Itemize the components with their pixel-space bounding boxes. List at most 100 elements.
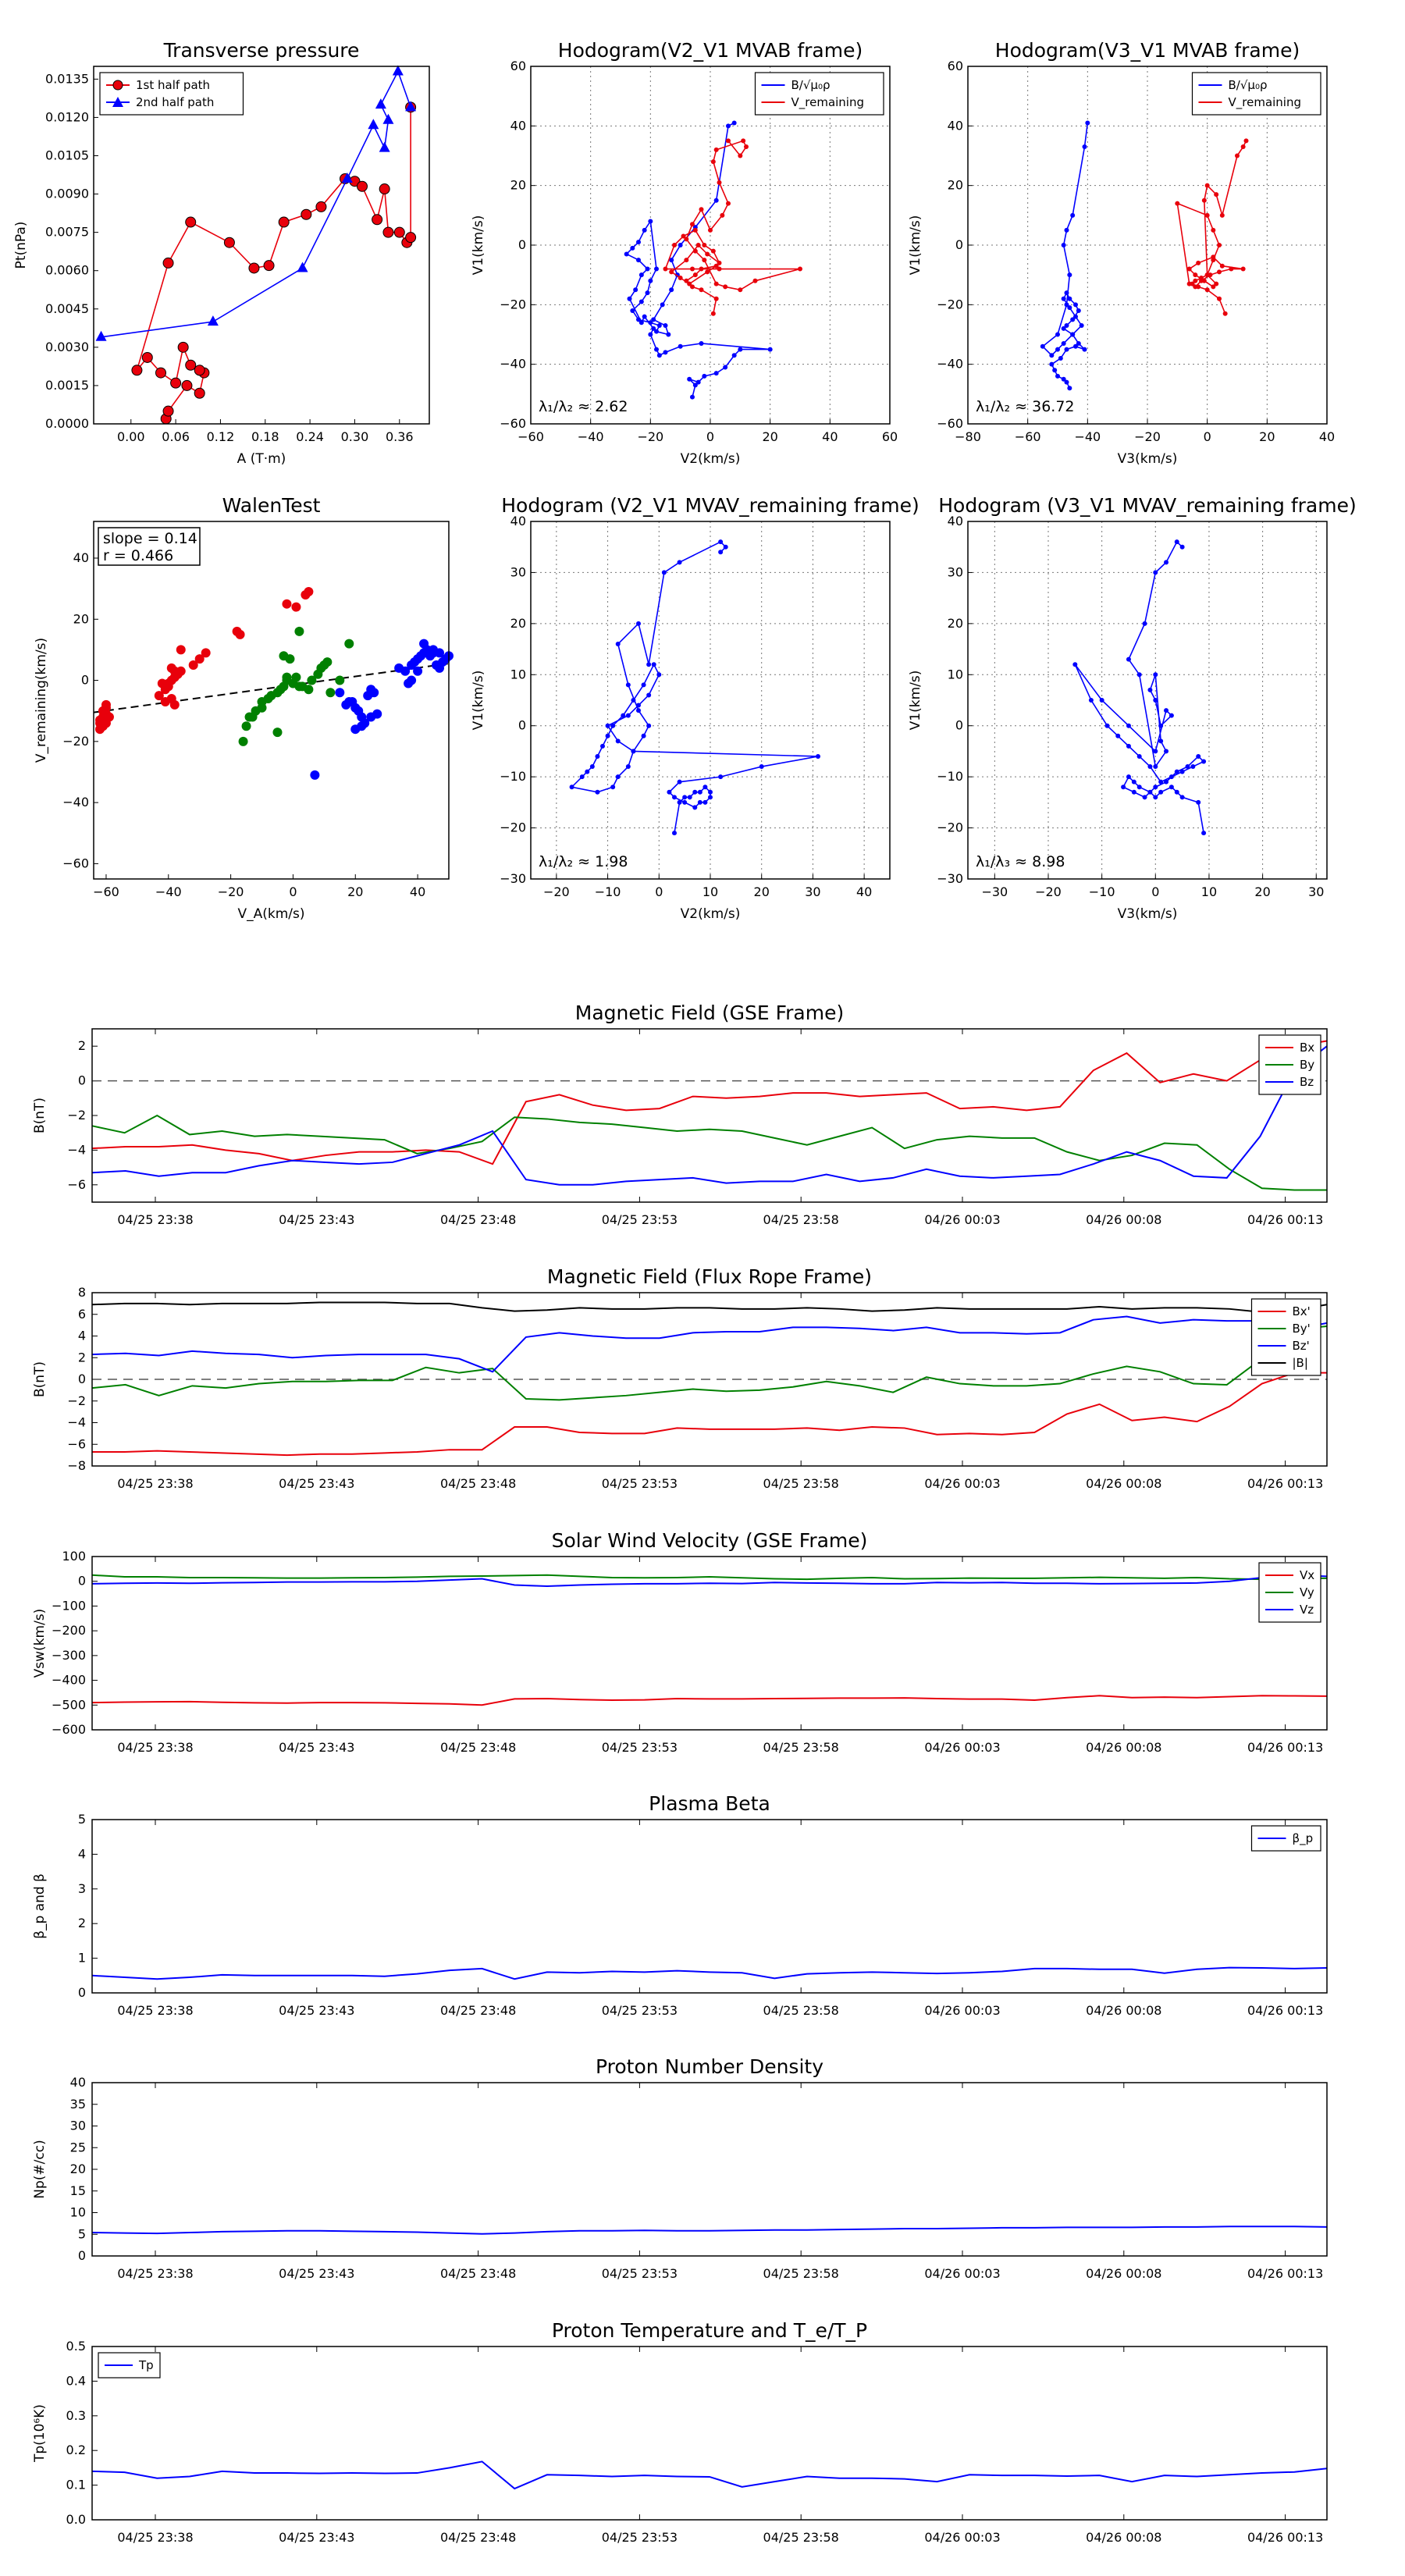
- y-tick-label: −40: [62, 795, 89, 809]
- data-point: [1219, 263, 1225, 269]
- data-point: [1088, 698, 1094, 703]
- data-point: [291, 672, 301, 682]
- y-tick-label: 0.0: [66, 2512, 86, 2527]
- data-point: [651, 317, 656, 322]
- data-point: [382, 113, 394, 124]
- x-tick-label: 04/25 23:58: [763, 1740, 839, 1755]
- y-tick-label: 0: [518, 718, 526, 733]
- data-point: [278, 216, 290, 228]
- data-point: [297, 262, 308, 272]
- y-tick-label: 0.0000: [45, 416, 89, 431]
- y-tick-label: −40: [937, 357, 963, 372]
- series-line-Bz: [91, 1045, 1328, 1186]
- data-point: [585, 769, 590, 774]
- data-point: [241, 721, 251, 731]
- y-tick-label: 60: [948, 59, 963, 73]
- data-point: [718, 539, 724, 545]
- x-tick-label: −20: [543, 884, 570, 899]
- chart-magnetic-field-flux-rope: 04/25 23:38 04/25 23:43 04/25 23:48 04/25 2…: [32, 1265, 1328, 1491]
- data-point: [301, 208, 312, 220]
- data-point: [1104, 723, 1110, 728]
- data-point: [595, 789, 600, 795]
- data-point: [638, 299, 644, 304]
- x-tick-label: 04/25 23:43: [279, 2003, 354, 2018]
- x-tick-label: 04/25 23:48: [440, 2530, 516, 2545]
- x-tick-label: 04/26 00:03: [924, 2266, 1000, 2281]
- data-point: [744, 144, 749, 150]
- data-point: [1204, 287, 1210, 293]
- data-point: [718, 550, 724, 555]
- data-point: [723, 365, 728, 370]
- y-tick-label: 4: [78, 1329, 86, 1343]
- x-axis-label: A (T·m): [237, 451, 286, 467]
- data-point: [170, 377, 182, 389]
- data-point: [666, 332, 671, 337]
- legend-label: By: [1300, 1058, 1314, 1072]
- data-point: [661, 570, 667, 575]
- series-line-Bx: [91, 1040, 1328, 1165]
- data-point: [678, 275, 683, 280]
- data-point: [350, 724, 361, 735]
- data-point: [720, 212, 725, 218]
- data-point: [1061, 296, 1066, 301]
- legend-label: β_p: [1293, 1831, 1314, 1846]
- data-point: [638, 320, 644, 326]
- data-point: [1217, 296, 1222, 301]
- y-tick-label: −2: [67, 1393, 86, 1408]
- x-tick-label: −60: [1015, 429, 1041, 444]
- series-line-Vy: [91, 1574, 1327, 1581]
- data-point: [1201, 759, 1207, 764]
- y-tick-label: −10: [937, 769, 963, 784]
- data-point: [177, 341, 189, 353]
- x-axis-label: V_A(km/s): [237, 906, 304, 922]
- data-point: [1153, 749, 1158, 754]
- data-point: [1142, 621, 1147, 626]
- data-point: [1126, 743, 1131, 749]
- data-point: [201, 648, 211, 658]
- y-axis-label: Pt(nPa): [13, 222, 29, 269]
- data-point: [1082, 347, 1087, 352]
- series-line: [625, 122, 770, 397]
- x-tick-label: 04/26 00:03: [924, 1740, 1000, 1755]
- data-point: [1211, 258, 1216, 263]
- x-tick-label: 04/25 23:38: [117, 1740, 193, 1755]
- data-point: [1222, 311, 1228, 316]
- y-tick-label: 0.0105: [45, 148, 89, 163]
- y-tick-label: 20: [510, 178, 526, 193]
- y-tick-label: 30: [948, 564, 963, 579]
- data-point: [690, 222, 695, 227]
- x-tick-label: 04/25 23:48: [440, 2266, 516, 2281]
- plot-frame: [967, 521, 1328, 880]
- plot-frame: [530, 66, 891, 425]
- y-tick-label: −500: [52, 1697, 86, 1712]
- data-point: [702, 785, 708, 790]
- x-tick-label: 04/26 00:03: [924, 2003, 1000, 2018]
- data-point: [166, 663, 176, 673]
- data-point: [1067, 296, 1072, 301]
- data-point: [702, 243, 707, 247]
- data-point: [699, 287, 704, 293]
- x-tick-label: −40: [1074, 429, 1101, 444]
- plot-frame: [91, 1292, 1328, 1467]
- y-tick-label: 20: [510, 616, 526, 631]
- data-point: [1193, 278, 1198, 283]
- data-point: [741, 138, 746, 144]
- legend-label: B/√μ₀ρ: [1229, 78, 1268, 92]
- data-point: [677, 779, 682, 785]
- data-point: [368, 119, 379, 130]
- x-tick-label: 0: [289, 884, 297, 899]
- y-axis-label: Vsw(km/s): [32, 1609, 48, 1678]
- y-axis-label: V1(km/s): [908, 671, 923, 731]
- data-point: [1136, 672, 1142, 678]
- data-point: [1064, 379, 1069, 385]
- y-tick-label: 10: [70, 2205, 86, 2220]
- data-point: [1070, 317, 1076, 322]
- data-point: [638, 272, 644, 278]
- y-tick-label: 0.3: [66, 2408, 86, 2423]
- x-tick-label: 04/25 23:58: [763, 2530, 839, 2545]
- data-point: [366, 712, 376, 722]
- data-point: [759, 764, 764, 770]
- x-tick-label: 0.18: [251, 429, 279, 444]
- data-point: [705, 251, 710, 257]
- data-point: [405, 101, 417, 112]
